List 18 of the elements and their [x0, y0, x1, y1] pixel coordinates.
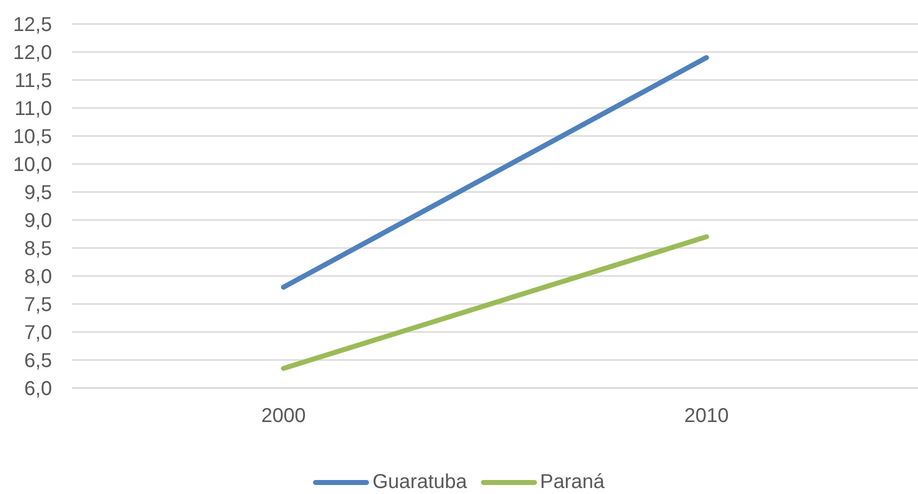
legend-label: Paraná [540, 470, 604, 494]
y-tick-label: 9,0 [24, 210, 52, 232]
y-tick-label: 6,5 [24, 350, 52, 372]
x-tick-label: 2010 [684, 405, 729, 428]
y-tick-label: 6,0 [24, 378, 52, 400]
y-tick-label: 8,5 [24, 238, 52, 260]
y-tick-label: 7,5 [24, 294, 52, 316]
y-tick-label: 8,0 [24, 266, 52, 288]
y-tick-label: 11,0 [14, 98, 52, 120]
y-tick-label: 7,0 [24, 322, 52, 344]
y-tick-label: 12,0 [13, 42, 52, 64]
y-tick-label: 9,5 [24, 182, 52, 204]
y-tick-label: 12,5 [13, 14, 52, 36]
legend-label: Guaratuba [372, 470, 467, 494]
x-tick-label: 2000 [261, 405, 306, 428]
y-tick-label: 11,5 [14, 70, 52, 92]
y-tick-label: 10,5 [13, 126, 52, 148]
y-tick-label: 10,0 [13, 154, 52, 176]
